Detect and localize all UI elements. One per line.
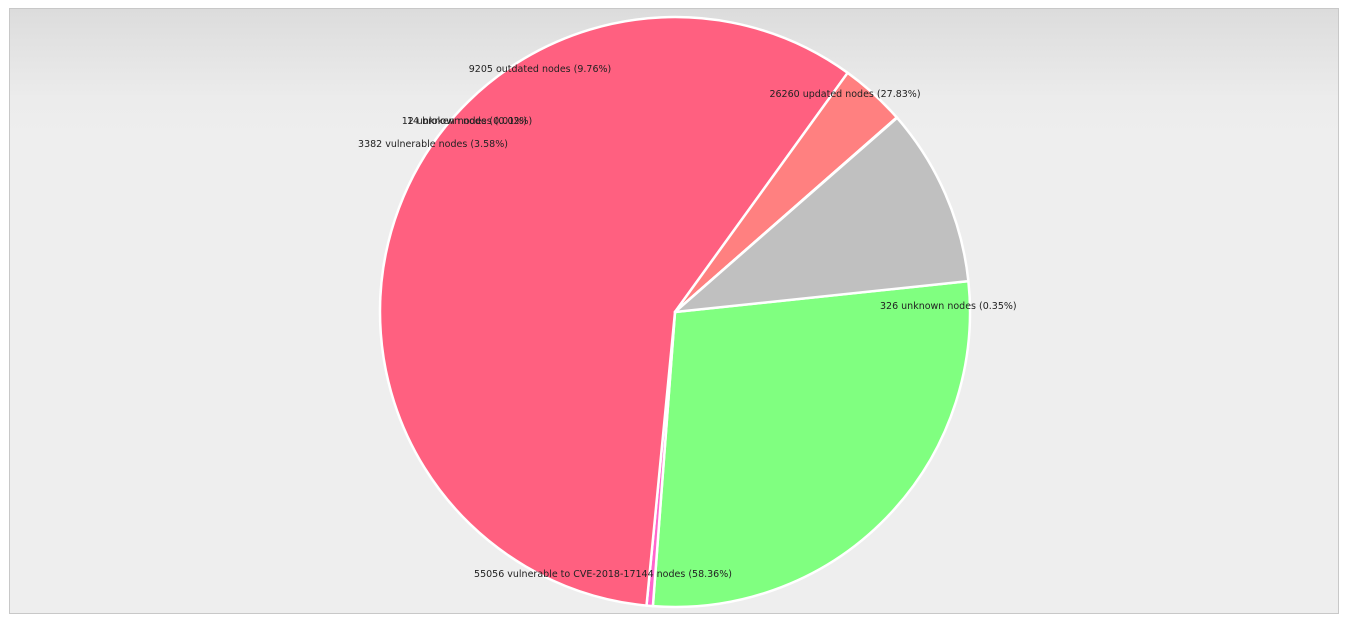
slice-label-2: 326 unknown nodes (0.35%) [880, 301, 1017, 312]
slice-label-5: 14 broken nodes (0.01%) [407, 116, 527, 127]
slice-label-3: 55056 vulnerable to CVE-2018-17144 nodes… [474, 569, 732, 580]
pie-slices [378, 15, 972, 609]
slice-label-4: 3382 vulnerable nodes (3.58%) [358, 139, 508, 150]
pie-labels: 26260 updated nodes (27.83%) 326 unknown … [358, 64, 1017, 580]
page-edge [1345, 0, 1350, 628]
pie-slice-3 [378, 15, 849, 607]
pie-slice-1 [651, 279, 972, 609]
slice-label-1: 26260 updated nodes (27.83%) [769, 89, 920, 100]
slice-label-6: 12 unknown nodes (0.02%) [402, 116, 533, 127]
slice-label-7: 9205 outdated nodes (9.76%) [469, 64, 612, 75]
pie-slice-7 [673, 116, 970, 314]
